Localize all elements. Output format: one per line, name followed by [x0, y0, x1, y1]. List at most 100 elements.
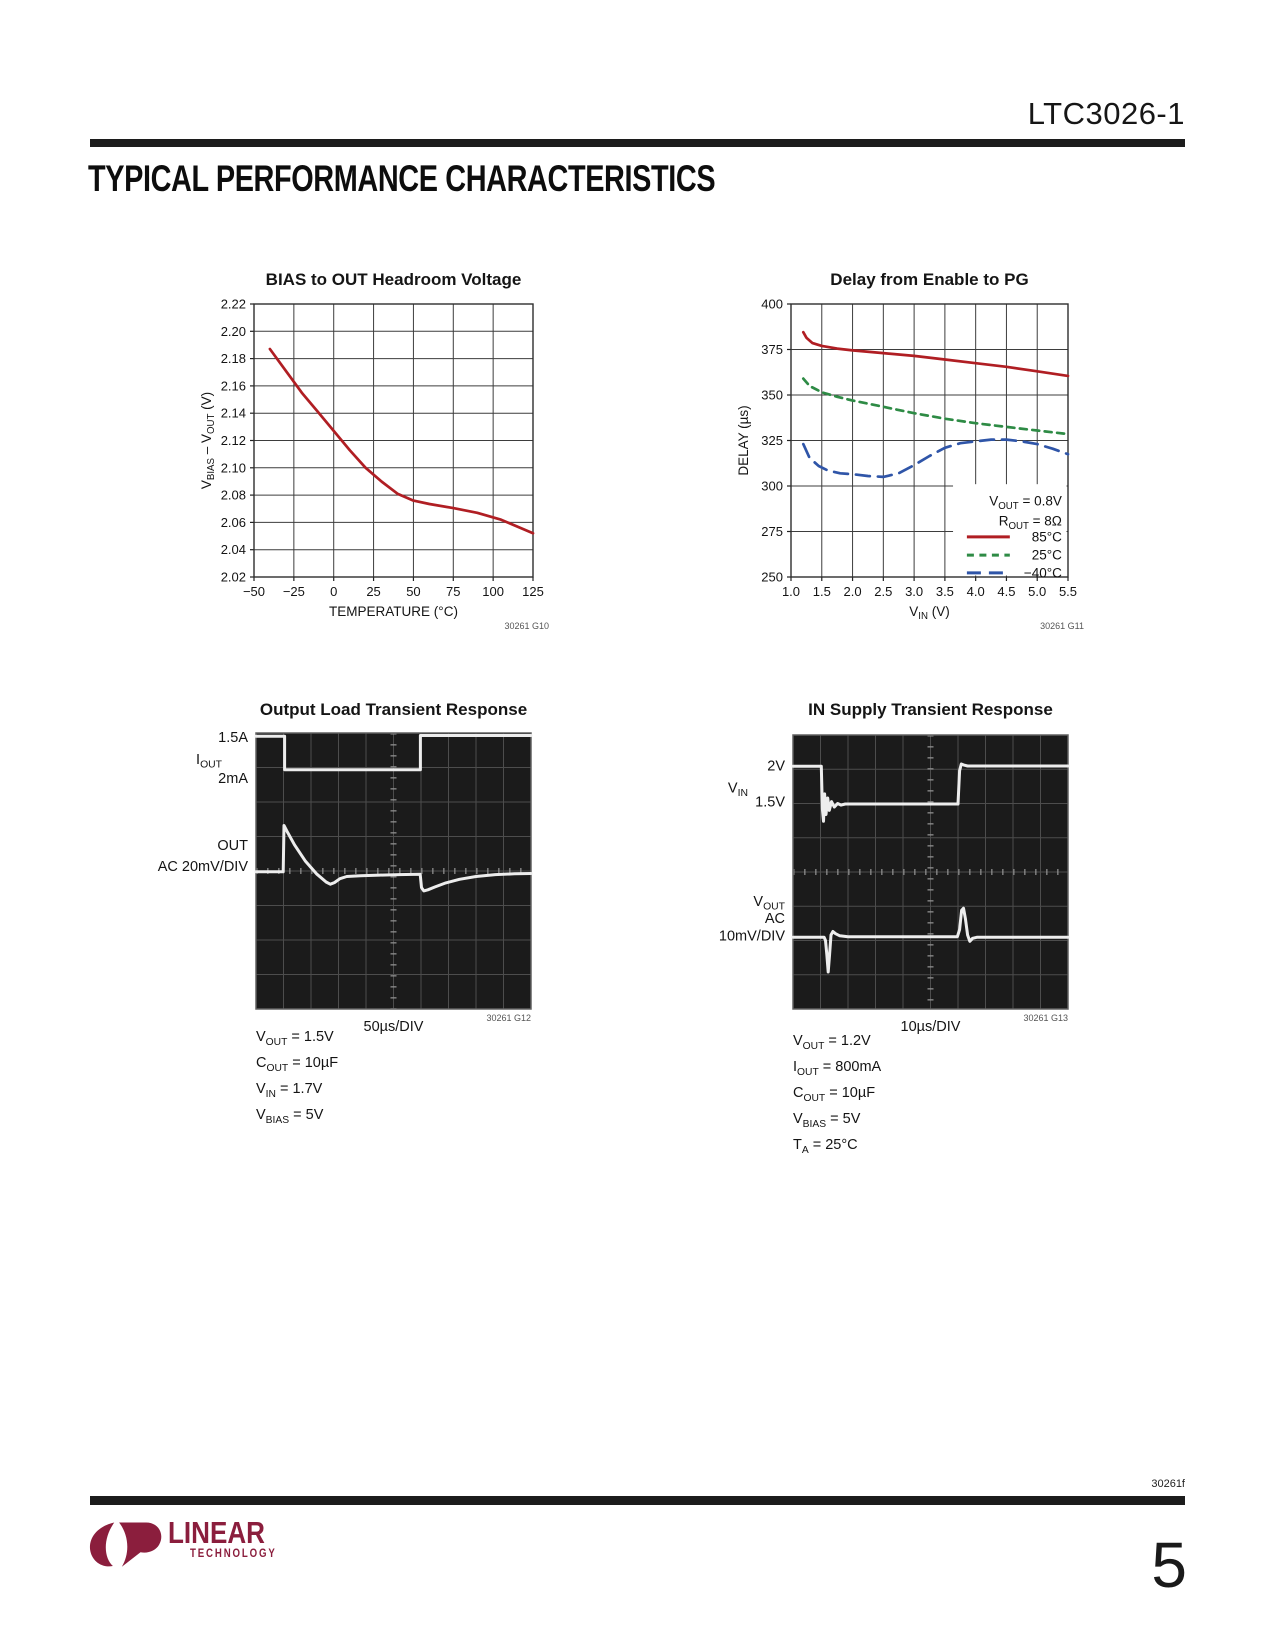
condition-line: VBIAS = 5V: [256, 1106, 324, 1126]
y-tick-label: 350: [761, 388, 783, 403]
x-tick-label: 5.5: [1059, 584, 1077, 599]
series-25C: [801, 377, 1070, 436]
series-headroom: [268, 347, 535, 535]
scope-label: 2V: [767, 759, 785, 775]
x-tick-label: 0: [330, 584, 337, 599]
y-tick-label: 2.18: [221, 351, 246, 366]
doc-code: 30261f: [1151, 1478, 1185, 1490]
logo-brand: LINEAR: [168, 1515, 265, 1550]
time-per-div-label: 50µs/DIV: [364, 1019, 424, 1035]
y-tick-label: 2.16: [221, 378, 246, 393]
condition-line: TA = 25°C: [793, 1136, 858, 1156]
x-tick-label: 125: [522, 584, 544, 599]
scope-label: 1.5A: [218, 730, 248, 746]
y-tick-label: 2.04: [221, 542, 246, 557]
y-tick-label: 2.20: [221, 324, 246, 339]
y-tick-label: 250: [761, 570, 783, 585]
test-conditions-load-transient: VOUT = 1.5V COUT = 10µF VIN = 1.7V VBIAS = …: [256, 1027, 338, 1131]
x-tick-label: −25: [283, 584, 305, 599]
figure-code: 30261 G12: [486, 1013, 531, 1023]
x-axis-label: VIN (V): [909, 604, 949, 622]
figure-code: 30261 G10: [504, 621, 549, 631]
header-rule: [90, 139, 1185, 147]
scope-label: 2mA: [218, 771, 248, 787]
y-tick-label: 2.22: [221, 297, 246, 312]
trace-iout-step: [254, 734, 533, 772]
series-85C: [801, 330, 1070, 378]
y-tick-label: 2.08: [221, 488, 246, 503]
condition-line: VBIAS = 5V: [793, 1110, 861, 1130]
legend-annotation: VOUT = 0.8V: [989, 494, 1062, 512]
scope-title-load-transient: Output Load Transient Response: [259, 700, 528, 719]
y-tick-label: 325: [761, 433, 783, 448]
time-per-div-label: 10µs/DIV: [901, 1019, 961, 1035]
chart-title-delay: Delay from Enable to PG: [830, 270, 1029, 289]
y-tick-label: 300: [761, 479, 783, 494]
scope-label: AC 20mV/DIV: [158, 859, 249, 875]
scope-label: AC: [765, 911, 785, 927]
part-number: LTC3026-1: [1027, 96, 1185, 131]
x-tick-label: 2.0: [844, 584, 862, 599]
y-tick-label: 275: [761, 524, 783, 539]
logo-text: LINEAR TECHNOLOGY: [168, 1515, 293, 1560]
y-tick-label: 2.14: [221, 406, 246, 421]
scope-label: VOUT: [753, 894, 785, 912]
headroom-voltage-chart: −50 −25 0 25 50 75 100 125 2.02 2.04 2.06 2.08 2.10 2…: [199, 297, 549, 632]
legend-label: 25°C: [1032, 548, 1062, 563]
condition-line: VOUT = 1.2V: [793, 1033, 871, 1052]
figure-code: 30261 G11: [1040, 621, 1084, 631]
chart-title-headroom: BIAS to OUT Headroom Voltage: [265, 270, 522, 289]
trace-out-voltage: [254, 824, 533, 893]
x-tick-label: 2.5: [874, 584, 892, 599]
condition-line: IOUT = 800mA: [793, 1058, 882, 1078]
x-tick-label: 4.5: [997, 584, 1015, 599]
scope-label: IOUT: [196, 752, 223, 770]
footer-rule: [90, 1496, 1185, 1505]
page-number: 5: [1151, 1529, 1187, 1601]
x-axis-label: TEMPERATURE (°C): [329, 604, 458, 619]
x-tick-label: 5.0: [1028, 584, 1046, 599]
y-tick-label: 2.02: [221, 570, 246, 585]
scope-label: OUT: [217, 838, 248, 854]
legend-label: −40°C: [1024, 565, 1062, 580]
x-tick-label: 25: [366, 584, 380, 599]
legend-label: 85°C: [1032, 529, 1062, 544]
y-axis-label: DELAY (µs): [736, 405, 751, 475]
x-tick-label: 100: [482, 584, 504, 599]
y-tick-label: 375: [761, 342, 783, 357]
x-tick-label: 50: [406, 584, 420, 599]
x-tick-label: −50: [243, 584, 265, 599]
condition-line: VIN = 1.7V: [256, 1080, 323, 1100]
scope-label: 10mV/DIV: [719, 929, 785, 945]
condition-line: COUT = 10µF: [256, 1054, 339, 1074]
condition-line: COUT = 10µF: [793, 1084, 876, 1104]
x-tick-label: 1.0: [782, 584, 800, 599]
figure-code: 30261 G13: [1023, 1013, 1068, 1023]
trace-vin-step: [791, 762, 1070, 823]
linear-technology-logo: LINEAR TECHNOLOGY: [88, 1515, 293, 1574]
logo-brand-sub: TECHNOLOGY: [190, 1548, 277, 1560]
y-tick-label: 2.12: [221, 433, 246, 448]
legend-background: [953, 484, 1067, 576]
x-tick-label: 3.0: [905, 584, 923, 599]
scope-label: 1.5V: [755, 795, 785, 811]
y-tick-label: 2.10: [221, 460, 246, 475]
x-tick-label: 75: [446, 584, 460, 599]
y-tick-label: 2.06: [221, 515, 246, 530]
y-tick-label: 400: [761, 297, 783, 312]
x-tick-label: 4.0: [967, 584, 985, 599]
scope-label: VIN: [728, 781, 748, 799]
section-title: TYPICAL PERFORMANCE CHARACTERISTICS: [88, 158, 716, 199]
series-minus40C: [801, 438, 1070, 479]
y-axis-label: VBIAS – VOUT (V): [199, 392, 217, 489]
scope-title-supply-transient: IN Supply Transient Response: [808, 700, 1053, 719]
x-tick-label: 1.5: [813, 584, 831, 599]
condition-line: VOUT = 1.5V: [256, 1029, 334, 1048]
x-tick-label: 3.5: [936, 584, 954, 599]
test-conditions-supply-transient: VOUT = 1.2V IOUT = 800mA COUT = 10µF VBIAS …: [793, 1031, 881, 1160]
legend-annotation: ROUT = 8Ω: [999, 514, 1062, 532]
